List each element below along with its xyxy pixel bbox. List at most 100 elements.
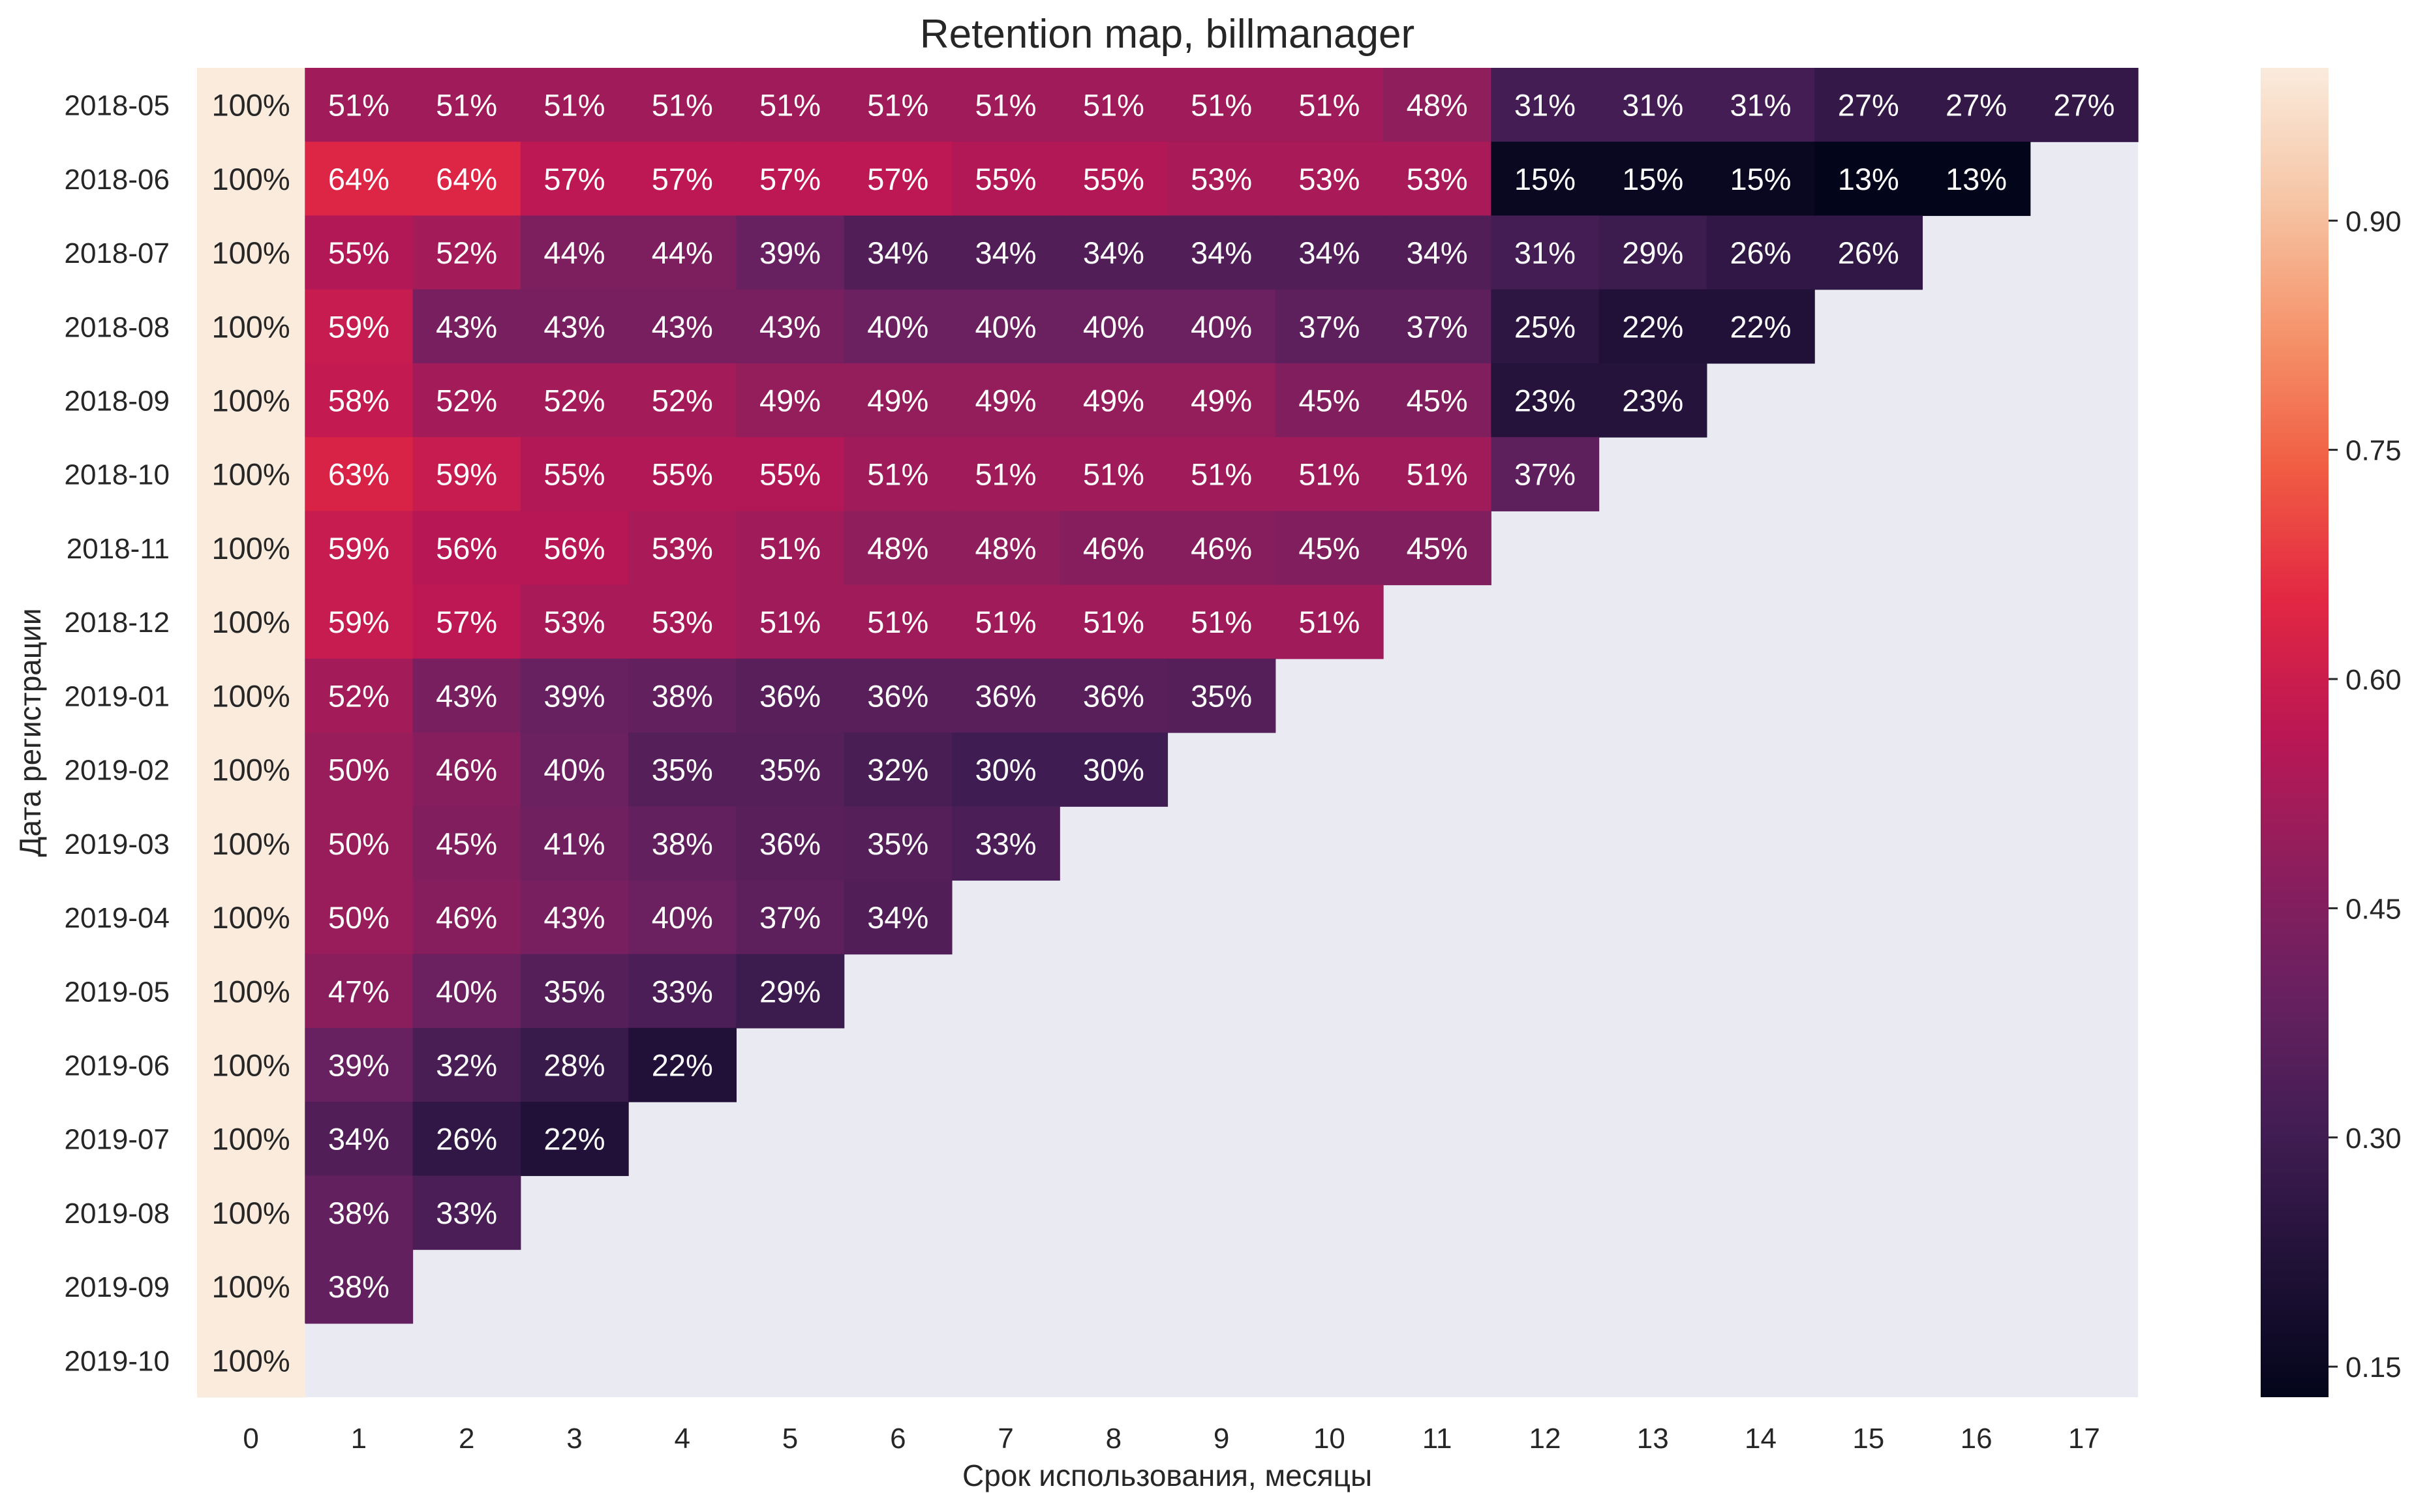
heatmap-cell bbox=[412, 658, 521, 733]
heatmap-cell bbox=[520, 658, 629, 733]
heatmap-cell bbox=[305, 1175, 414, 1250]
x-tick-label: 8 bbox=[1106, 1423, 1122, 1455]
cell-value-label: 40% bbox=[652, 900, 713, 935]
heatmap-cell bbox=[1167, 363, 1276, 438]
cell-value-label: 30% bbox=[1083, 753, 1144, 787]
heatmap-cell bbox=[305, 806, 414, 881]
heatmap-cell bbox=[844, 658, 953, 733]
cell-value-label: 31% bbox=[1514, 235, 1576, 270]
heatmap-cell bbox=[1383, 289, 1491, 364]
cell-value-label: 40% bbox=[543, 753, 605, 787]
heatmap-cell bbox=[736, 511, 845, 586]
cell-value-label: 36% bbox=[1083, 678, 1144, 713]
cell-value-label: 55% bbox=[543, 457, 605, 492]
cell-value-label: 100% bbox=[212, 1269, 290, 1304]
cell-value-label: 100% bbox=[212, 88, 290, 123]
heatmap-cell bbox=[197, 289, 305, 364]
heatmap-cell bbox=[844, 437, 953, 511]
cell-value-label: 36% bbox=[759, 678, 821, 713]
cell-value-label: 45% bbox=[1298, 531, 1360, 566]
cell-value-label: 39% bbox=[759, 235, 821, 270]
heatmap-cell bbox=[1491, 363, 1600, 438]
cell-value-label: 48% bbox=[867, 531, 928, 566]
cell-value-label: 57% bbox=[436, 605, 497, 639]
y-tick-label: 2019-02 bbox=[65, 755, 170, 787]
cell-value-label: 56% bbox=[436, 531, 497, 566]
cell-value-label: 15% bbox=[1622, 162, 1683, 196]
heatmap-cell bbox=[1491, 215, 1600, 290]
heatmap-cell bbox=[1598, 142, 1707, 217]
cell-value-label: 55% bbox=[652, 457, 713, 492]
cell-value-label: 22% bbox=[543, 1122, 605, 1157]
cell-value-label: 46% bbox=[436, 900, 497, 935]
heatmap-cell bbox=[1275, 584, 1384, 659]
cell-value-label: 100% bbox=[212, 384, 290, 418]
heatmap-cell bbox=[1814, 142, 1923, 217]
cell-value-label: 48% bbox=[975, 531, 1037, 566]
cell-value-label: 50% bbox=[328, 753, 390, 787]
heatmap-cell bbox=[1814, 215, 1923, 290]
x-tick-label: 16 bbox=[1961, 1423, 1993, 1455]
cell-value-label: 30% bbox=[975, 753, 1037, 787]
cell-value-label: 100% bbox=[212, 826, 290, 861]
cell-value-label: 40% bbox=[975, 309, 1037, 344]
cell-value-label: 100% bbox=[212, 605, 290, 639]
cell-value-label: 100% bbox=[212, 753, 290, 787]
heatmap-cell bbox=[1706, 215, 1815, 290]
heatmap-cell-labels: 100% 51% 51% 51% 51% 51% 51% 51% 51% 51% 51% 48% 31%… bbox=[212, 88, 2115, 1378]
cell-value-label: 100% bbox=[212, 457, 290, 492]
cell-value-label: 13% bbox=[1946, 162, 2007, 196]
cell-value-label: 33% bbox=[652, 974, 713, 1008]
heatmap-cells bbox=[197, 68, 2139, 1398]
heatmap-cell bbox=[951, 806, 1060, 881]
cell-value-label: 57% bbox=[867, 162, 928, 196]
cell-value-label: 38% bbox=[328, 1269, 390, 1304]
cell-value-label: 100% bbox=[212, 1122, 290, 1157]
cell-value-label: 25% bbox=[1514, 309, 1576, 344]
x-tick-label: 9 bbox=[1214, 1423, 1229, 1455]
heatmap-cell bbox=[520, 733, 629, 807]
cell-value-label: 51% bbox=[975, 457, 1037, 492]
cell-value-label: 35% bbox=[759, 753, 821, 787]
cell-value-label: 26% bbox=[436, 1122, 497, 1157]
cell-value-label: 43% bbox=[436, 678, 497, 713]
heatmap-cell bbox=[1167, 142, 1276, 217]
heatmap-cell bbox=[197, 880, 305, 955]
heatmap-cell bbox=[951, 437, 1060, 511]
cell-value-label: 23% bbox=[1622, 384, 1683, 418]
heatmap-cell bbox=[1598, 289, 1707, 364]
heatmap-cell bbox=[1275, 363, 1384, 438]
heatmap-cell bbox=[736, 584, 845, 659]
y-axis-tick-labels: 2018-05 2018-06 2018-07 2018-08 2018-09 2018-… bbox=[65, 90, 170, 1378]
cell-value-label: 43% bbox=[436, 309, 497, 344]
cell-value-label: 100% bbox=[212, 1048, 290, 1083]
y-tick-label: 2019-01 bbox=[65, 680, 170, 712]
cell-value-label: 22% bbox=[1730, 309, 1791, 344]
heatmap-cell bbox=[1491, 289, 1600, 364]
cell-value-label: 37% bbox=[1407, 309, 1468, 344]
colorbar-tick-label: 0.90 bbox=[2345, 205, 2402, 237]
cell-value-label: 31% bbox=[1622, 88, 1683, 123]
cell-value-label: 22% bbox=[1622, 309, 1683, 344]
y-tick-label: 2018-08 bbox=[65, 311, 170, 343]
cell-value-label: 34% bbox=[867, 235, 928, 270]
heatmap-cell bbox=[1598, 68, 1707, 142]
heatmap-cell bbox=[412, 584, 521, 659]
heatmap-cell bbox=[1706, 68, 1815, 142]
heatmap-cell bbox=[1922, 68, 2031, 142]
cell-value-label: 34% bbox=[1083, 235, 1144, 270]
x-tick-label: 14 bbox=[1745, 1423, 1777, 1455]
heatmap-cell bbox=[412, 215, 521, 290]
heatmap-cell bbox=[520, 68, 629, 142]
cell-value-label: 33% bbox=[975, 826, 1037, 861]
cell-value-label: 26% bbox=[1838, 235, 1899, 270]
cell-value-label: 29% bbox=[759, 974, 821, 1008]
heatmap-cell bbox=[1383, 437, 1491, 511]
cell-value-label: 39% bbox=[328, 1048, 390, 1083]
heatmap-cell bbox=[305, 880, 414, 955]
heatmap-cell bbox=[844, 880, 953, 955]
cell-value-label: 51% bbox=[1083, 88, 1144, 123]
cell-value-label: 100% bbox=[212, 309, 290, 344]
cell-value-label: 59% bbox=[436, 457, 497, 492]
heatmap-cell bbox=[1491, 437, 1600, 511]
